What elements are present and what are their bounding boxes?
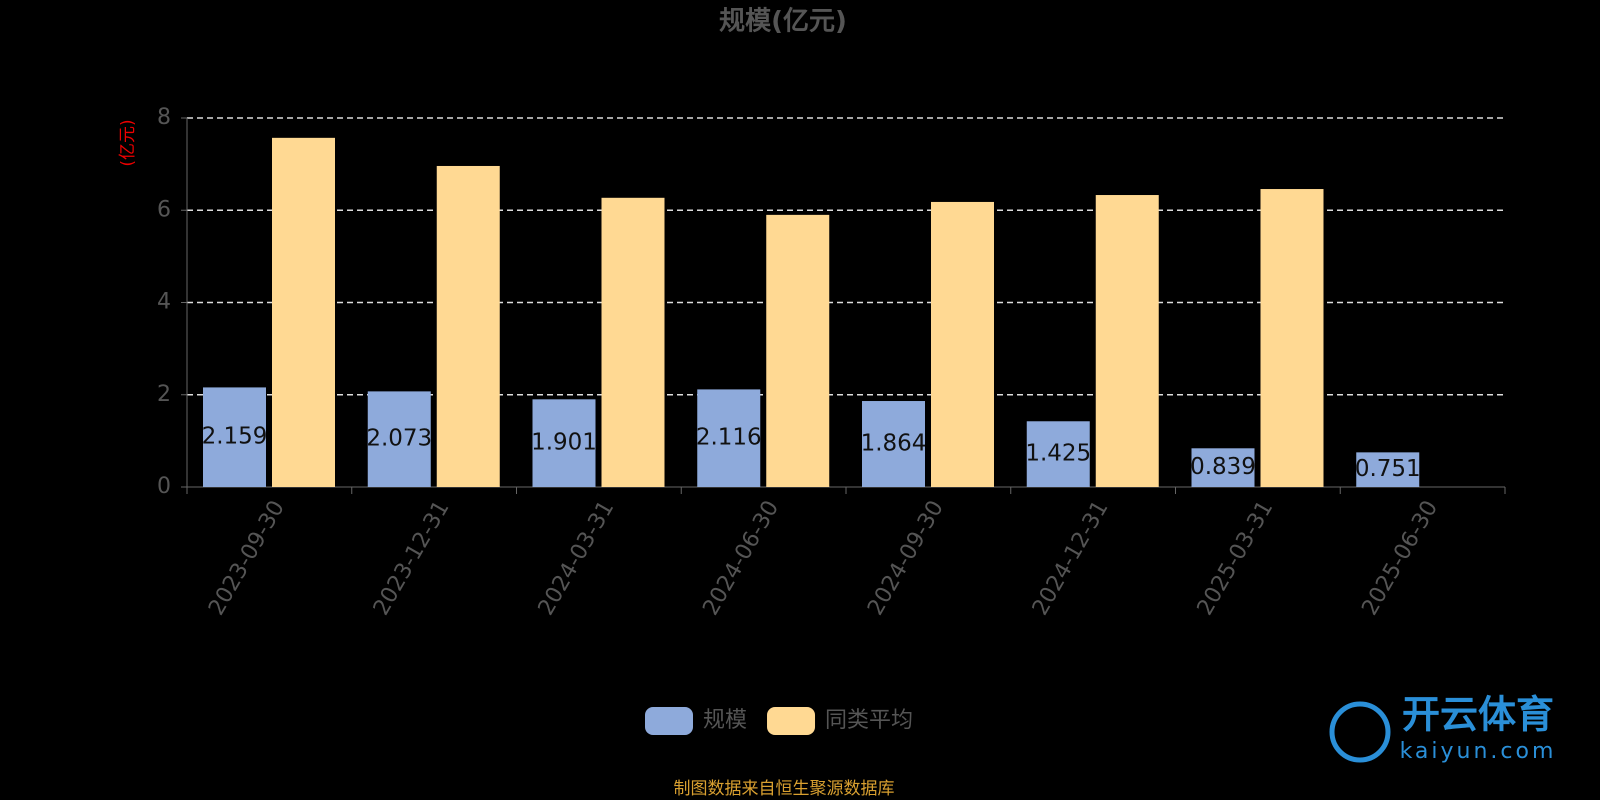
bar bbox=[272, 137, 335, 488]
y-axis-label: (亿元) bbox=[118, 119, 138, 166]
watermark-brand: 开云体育 bbox=[1402, 693, 1554, 737]
x-tick-label: 2025-03-31 bbox=[1193, 497, 1279, 620]
bar bbox=[601, 197, 665, 487]
value-label: 1.901 bbox=[531, 430, 597, 456]
bar bbox=[367, 391, 431, 487]
value-label: 1.864 bbox=[861, 431, 927, 457]
watermark-logo bbox=[1329, 701, 1391, 763]
x-tick-label: 2024-03-31 bbox=[534, 497, 620, 620]
y-tick-label: 4 bbox=[157, 290, 171, 315]
legend-label: 规模 bbox=[703, 708, 747, 733]
x-tick-label: 2023-09-30 bbox=[204, 497, 290, 620]
value-label: 2.073 bbox=[366, 426, 432, 452]
bar bbox=[862, 401, 925, 487]
y-tick-label: 6 bbox=[157, 197, 171, 222]
source-note: 制图数据来自恒生聚源数据库 bbox=[674, 779, 895, 799]
bar bbox=[931, 201, 994, 487]
value-label: 0.751 bbox=[1355, 456, 1421, 482]
y-tick-label: 2 bbox=[157, 382, 171, 407]
x-tick-label: 2024-06-30 bbox=[698, 497, 784, 620]
x-tick-label: 2023-12-31 bbox=[369, 497, 455, 620]
bar bbox=[1260, 189, 1324, 487]
value-label: 1.425 bbox=[1025, 441, 1091, 467]
legend-swatch bbox=[767, 707, 816, 735]
watermark-url: kaiyun.com bbox=[1400, 739, 1557, 764]
bar bbox=[766, 214, 830, 488]
x-tick-label: 2024-12-31 bbox=[1028, 497, 1114, 620]
value-label: 2.159 bbox=[202, 424, 268, 450]
y-tick-label: 8 bbox=[157, 105, 171, 130]
bar bbox=[1095, 195, 1159, 487]
bar bbox=[436, 165, 500, 487]
bar bbox=[1356, 452, 1420, 487]
legend-label: 同类平均 bbox=[825, 708, 913, 733]
x-tick-label: 2025-06-30 bbox=[1357, 497, 1443, 620]
bar bbox=[697, 389, 761, 487]
bar bbox=[1191, 448, 1255, 487]
value-label: 0.839 bbox=[1190, 454, 1256, 480]
y-tick-label: 0 bbox=[157, 474, 171, 499]
x-tick-label: 2024-09-30 bbox=[863, 497, 949, 620]
value-label: 2.116 bbox=[696, 425, 762, 451]
bar bbox=[1026, 421, 1090, 487]
bar bbox=[203, 387, 266, 487]
bar bbox=[532, 399, 596, 487]
legend-swatch bbox=[645, 707, 693, 735]
chart-title: 规模(亿元) bbox=[719, 7, 847, 37]
